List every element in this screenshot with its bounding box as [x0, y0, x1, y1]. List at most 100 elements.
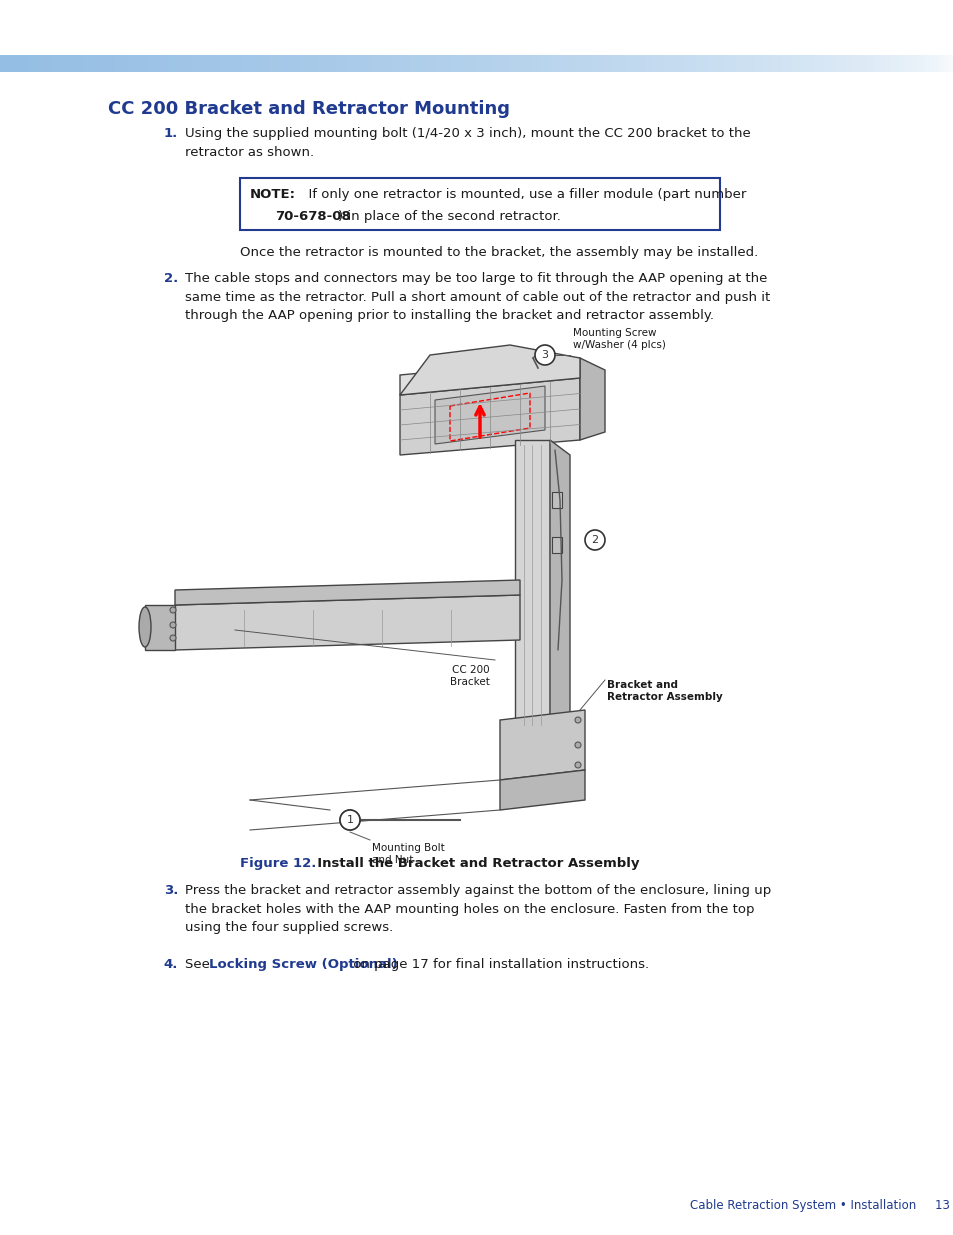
Bar — [769, 56, 772, 72]
Bar — [181, 56, 184, 72]
Bar — [565, 56, 569, 72]
Bar — [391, 56, 394, 72]
Bar — [403, 56, 407, 72]
Bar — [413, 56, 416, 72]
Bar — [527, 56, 531, 72]
Bar — [210, 56, 213, 72]
Bar — [127, 56, 131, 72]
Bar — [178, 56, 181, 72]
Bar — [308, 56, 312, 72]
Text: 2.: 2. — [164, 272, 178, 285]
Bar — [883, 56, 886, 72]
Bar — [57, 56, 60, 72]
Bar — [622, 56, 626, 72]
Bar — [410, 56, 413, 72]
Bar — [51, 56, 54, 72]
Bar — [760, 56, 762, 72]
Bar — [67, 56, 70, 72]
Bar — [317, 56, 321, 72]
Bar — [658, 56, 660, 72]
Text: ) in place of the second retractor.: ) in place of the second retractor. — [337, 210, 560, 224]
Bar — [83, 56, 86, 72]
Bar — [839, 56, 841, 72]
Text: CC 200
Bracket: CC 200 Bracket — [450, 664, 490, 688]
Bar — [476, 56, 479, 72]
Bar — [877, 56, 880, 72]
Bar — [260, 56, 264, 72]
Bar — [543, 56, 546, 72]
Bar — [734, 56, 737, 72]
Bar — [407, 56, 410, 72]
Bar — [781, 56, 784, 72]
Text: Locking Screw (Optional): Locking Screw (Optional) — [209, 958, 397, 971]
Bar — [880, 56, 883, 72]
Bar — [686, 56, 689, 72]
Bar — [946, 56, 950, 72]
Bar — [48, 56, 51, 72]
Bar — [159, 56, 162, 72]
Bar — [699, 56, 702, 72]
Bar — [162, 56, 165, 72]
Bar — [29, 56, 31, 72]
Bar — [200, 56, 203, 72]
Bar — [645, 56, 648, 72]
Bar — [483, 56, 486, 72]
Bar — [813, 56, 817, 72]
Bar — [86, 56, 89, 72]
Bar — [679, 56, 683, 72]
Bar — [35, 56, 38, 72]
Bar — [314, 56, 317, 72]
Bar — [836, 56, 839, 72]
Bar — [696, 56, 699, 72]
Bar — [388, 56, 391, 72]
Text: If only one retractor is mounted, use a filler module (part number: If only one retractor is mounted, use a … — [299, 188, 745, 201]
Bar — [941, 56, 943, 72]
Bar — [552, 537, 561, 553]
Bar — [197, 56, 200, 72]
Bar — [746, 56, 750, 72]
Bar — [470, 56, 474, 72]
Bar — [324, 56, 327, 72]
Bar — [279, 56, 283, 72]
Bar — [254, 56, 257, 72]
Bar — [848, 56, 851, 72]
Bar — [38, 56, 41, 72]
Bar — [207, 56, 210, 72]
Text: Install the Bracket and Retractor Assembly: Install the Bracket and Retractor Assemb… — [308, 857, 639, 869]
Bar — [362, 56, 365, 72]
Bar — [636, 56, 639, 72]
Bar — [693, 56, 696, 72]
Bar — [896, 56, 899, 72]
Bar — [216, 56, 219, 72]
Bar — [467, 56, 470, 72]
Bar — [283, 56, 286, 72]
Bar — [822, 56, 826, 72]
Bar — [740, 56, 743, 72]
Bar — [689, 56, 693, 72]
Bar — [619, 56, 622, 72]
Bar — [670, 56, 674, 72]
Text: Cable Retraction System • Installation     13: Cable Retraction System • Installation 1… — [689, 1198, 949, 1212]
Bar — [276, 56, 279, 72]
Bar — [270, 56, 274, 72]
Bar — [550, 56, 553, 72]
Bar — [184, 56, 188, 72]
Polygon shape — [550, 440, 569, 740]
Bar — [534, 56, 537, 72]
Bar — [826, 56, 829, 72]
Bar — [556, 56, 559, 72]
Bar — [174, 56, 178, 72]
Bar — [765, 56, 769, 72]
Bar — [394, 56, 397, 72]
Bar — [274, 56, 276, 72]
Bar — [515, 56, 517, 72]
Polygon shape — [145, 605, 174, 650]
Bar — [359, 56, 362, 72]
Bar — [26, 56, 29, 72]
Bar — [610, 56, 613, 72]
Bar — [375, 56, 378, 72]
Bar — [19, 56, 22, 72]
Bar — [937, 56, 941, 72]
Bar — [715, 56, 718, 72]
Bar — [851, 56, 855, 72]
